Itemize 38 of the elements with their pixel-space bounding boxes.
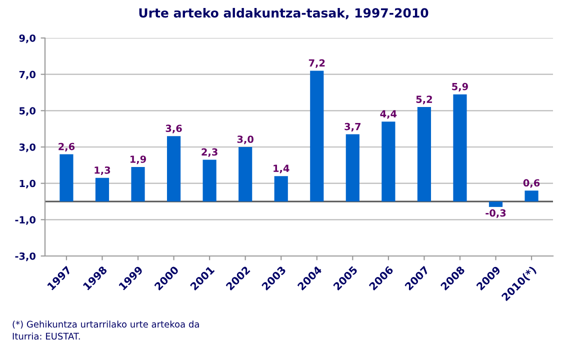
data-label: 1,9 <box>130 156 146 164</box>
text: (*) Gehikuntza urtarrilako urte artekoa da <box>12 320 199 329</box>
data-label: 2,3 <box>202 148 218 157</box>
chart-title: Urte arteko aldakuntza-tasak, 1997-2010 <box>139 8 428 20</box>
y-tick-label: 9,0 <box>19 34 36 44</box>
y-tick-label: -1,0 <box>15 216 36 225</box>
y-tick-label: 7,0 <box>19 70 36 80</box>
bar <box>488 202 503 207</box>
data-label: 3,6 <box>166 124 182 134</box>
bar <box>453 94 467 202</box>
bar <box>346 134 360 202</box>
y-tick-label: 5,0 <box>20 107 36 116</box>
data-label: -0,3 <box>486 209 506 218</box>
bar <box>238 147 252 202</box>
text: Iturria: EUSTAT. <box>12 332 80 340</box>
bar <box>202 160 216 202</box>
bar <box>166 136 181 202</box>
data-label: 7,2 <box>308 59 325 68</box>
bar <box>274 176 288 202</box>
data-label: 2,6 <box>58 142 75 152</box>
data-label: 3,7 <box>344 122 360 132</box>
bar <box>524 190 538 202</box>
data-label: 0,6 <box>523 179 540 188</box>
bar <box>382 122 396 202</box>
data-label: 1,4 <box>274 164 290 174</box>
data-label: 4,4 <box>380 110 397 119</box>
bar <box>417 107 432 202</box>
y-tick-label: 3,0 <box>19 143 36 152</box>
bar <box>95 178 110 202</box>
bar <box>310 70 324 202</box>
y-tick-label: 1,0 <box>20 180 36 188</box>
bar <box>131 166 145 202</box>
data-label: 1,3 <box>94 166 110 176</box>
bar <box>60 154 74 202</box>
data-label: 5,2 <box>416 96 432 104</box>
data-label: 5,9 <box>452 82 468 92</box>
data-label: 3,0 <box>237 136 254 144</box>
y-tick-label: -3,0 <box>15 252 36 262</box>
